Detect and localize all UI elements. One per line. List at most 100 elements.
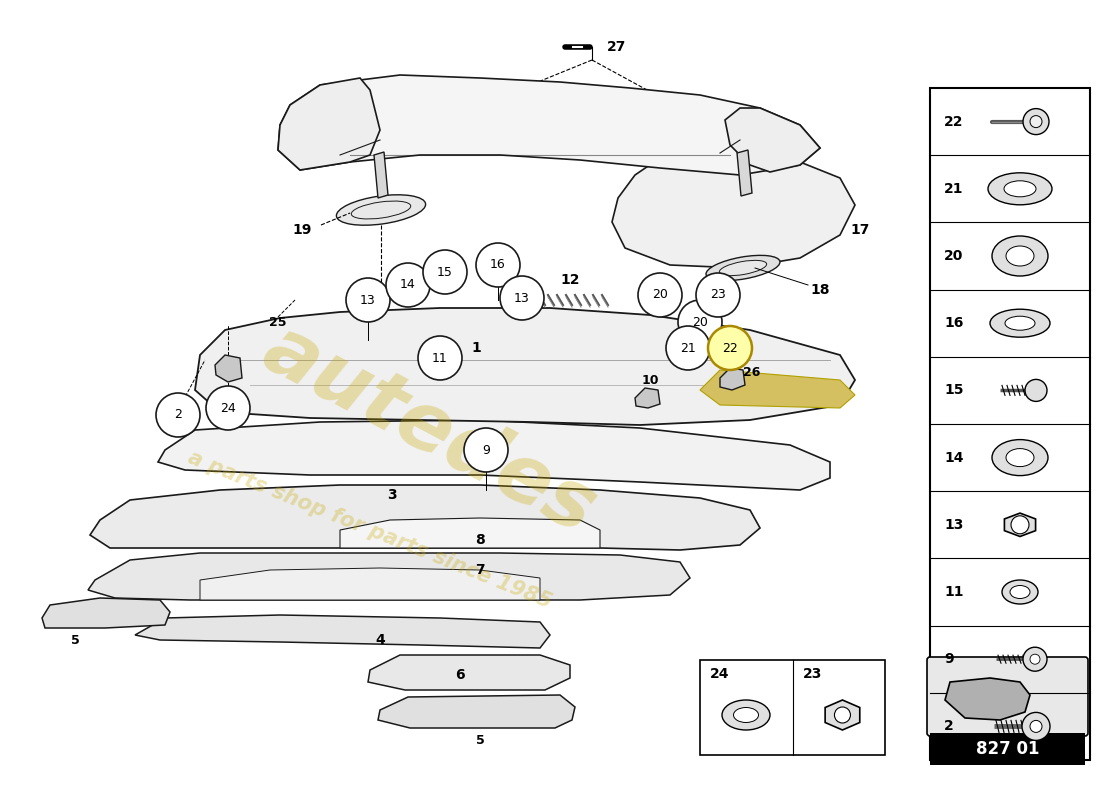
Polygon shape	[214, 355, 242, 382]
Text: 21: 21	[944, 182, 964, 196]
Polygon shape	[737, 150, 752, 196]
Circle shape	[156, 393, 200, 437]
Text: 9: 9	[482, 443, 490, 457]
Text: 10: 10	[641, 374, 659, 386]
Polygon shape	[90, 485, 760, 550]
Text: 16: 16	[944, 316, 964, 330]
Text: 8: 8	[475, 533, 485, 547]
Circle shape	[500, 276, 544, 320]
Text: 2: 2	[174, 409, 182, 422]
Text: 9: 9	[944, 652, 954, 666]
Circle shape	[418, 336, 462, 380]
Circle shape	[206, 386, 250, 430]
Text: 17: 17	[850, 223, 870, 237]
Polygon shape	[1004, 513, 1035, 537]
Polygon shape	[700, 370, 855, 408]
Text: 2: 2	[944, 719, 954, 734]
Ellipse shape	[734, 707, 759, 722]
Text: 22: 22	[722, 342, 738, 354]
Text: 13: 13	[514, 291, 530, 305]
Text: 11: 11	[944, 585, 964, 599]
Text: 6: 6	[455, 668, 465, 682]
Circle shape	[476, 243, 520, 287]
FancyBboxPatch shape	[927, 657, 1088, 736]
Text: 3: 3	[387, 488, 397, 502]
Text: 15: 15	[437, 266, 453, 278]
Circle shape	[1030, 654, 1040, 664]
Polygon shape	[42, 598, 170, 628]
Circle shape	[346, 278, 390, 322]
Text: 5: 5	[70, 634, 79, 646]
Text: 19: 19	[293, 223, 311, 237]
Polygon shape	[88, 553, 690, 600]
Polygon shape	[635, 388, 660, 408]
Text: 15: 15	[944, 383, 964, 398]
Text: 7: 7	[475, 563, 485, 577]
Polygon shape	[612, 148, 855, 268]
Polygon shape	[135, 615, 550, 648]
Text: 20: 20	[944, 249, 964, 263]
Text: 24: 24	[220, 402, 235, 414]
Circle shape	[835, 707, 850, 723]
Ellipse shape	[722, 700, 770, 730]
Text: 5: 5	[475, 734, 484, 746]
Ellipse shape	[351, 201, 410, 219]
Polygon shape	[158, 420, 830, 490]
Polygon shape	[825, 700, 860, 730]
Text: autedes: autedes	[251, 310, 609, 550]
Text: 24: 24	[710, 667, 729, 681]
Circle shape	[386, 263, 430, 307]
Ellipse shape	[706, 255, 780, 281]
Ellipse shape	[988, 173, 1052, 205]
Text: 25: 25	[270, 317, 287, 330]
Text: a parts shop for parts since 1985: a parts shop for parts since 1985	[185, 448, 554, 612]
Text: 14: 14	[944, 450, 964, 465]
Ellipse shape	[992, 236, 1048, 276]
Ellipse shape	[719, 199, 771, 215]
Text: 13: 13	[360, 294, 376, 306]
Ellipse shape	[990, 310, 1050, 338]
Polygon shape	[278, 75, 820, 175]
Polygon shape	[378, 695, 575, 728]
Polygon shape	[945, 678, 1030, 720]
Circle shape	[1030, 721, 1042, 733]
Circle shape	[1023, 647, 1047, 671]
Text: 16: 16	[491, 258, 506, 271]
Text: 4: 4	[375, 633, 385, 647]
Ellipse shape	[705, 194, 784, 221]
Text: 14: 14	[400, 278, 416, 291]
Circle shape	[696, 273, 740, 317]
Text: 23: 23	[803, 667, 822, 681]
Ellipse shape	[719, 260, 767, 276]
Text: 20: 20	[652, 289, 668, 302]
Text: 827 01: 827 01	[976, 740, 1040, 758]
Ellipse shape	[1002, 580, 1038, 604]
Text: 21: 21	[680, 342, 696, 354]
Ellipse shape	[1006, 246, 1034, 266]
Circle shape	[708, 326, 752, 370]
Polygon shape	[720, 368, 745, 390]
Ellipse shape	[1006, 449, 1034, 466]
Circle shape	[464, 428, 508, 472]
Text: 18: 18	[811, 283, 829, 297]
Polygon shape	[200, 568, 540, 600]
Polygon shape	[374, 152, 388, 198]
Circle shape	[1030, 115, 1042, 127]
Polygon shape	[278, 78, 380, 170]
Ellipse shape	[1010, 586, 1030, 598]
Text: 13: 13	[944, 518, 964, 532]
Polygon shape	[195, 308, 855, 425]
Circle shape	[1011, 516, 1028, 534]
FancyBboxPatch shape	[930, 88, 1090, 760]
Text: 11: 11	[432, 351, 448, 365]
Polygon shape	[725, 108, 820, 172]
Circle shape	[678, 300, 722, 344]
Text: 23: 23	[711, 289, 726, 302]
Text: 12: 12	[560, 273, 580, 287]
Circle shape	[424, 250, 468, 294]
Text: 1: 1	[471, 341, 481, 355]
Text: 27: 27	[607, 40, 627, 54]
Text: 26: 26	[744, 366, 761, 378]
FancyBboxPatch shape	[930, 733, 1085, 765]
Polygon shape	[368, 655, 570, 690]
